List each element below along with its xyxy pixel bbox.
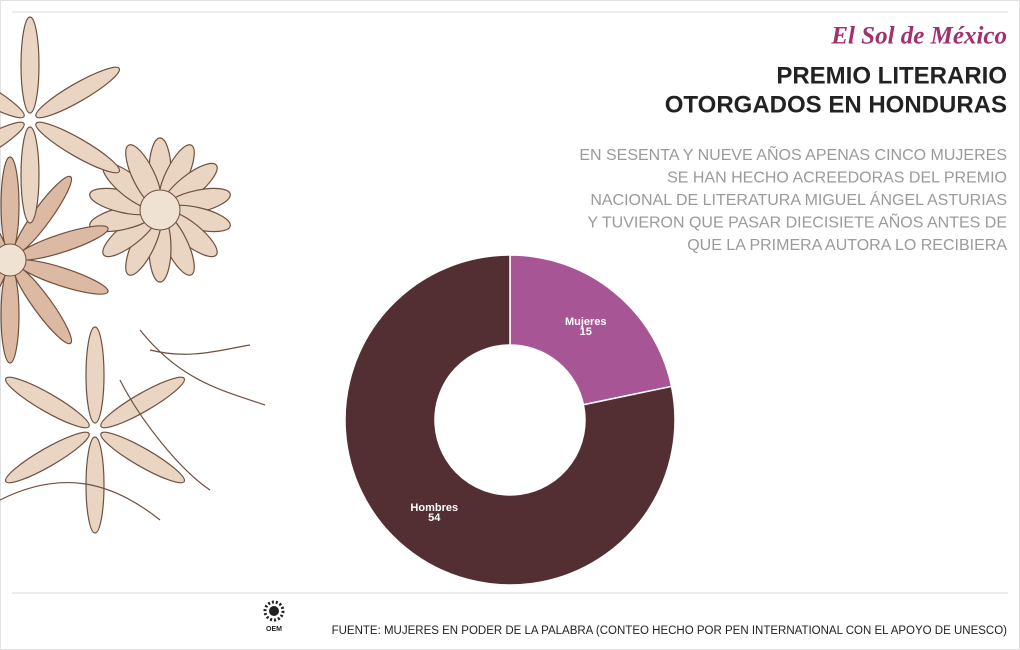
value-label: 54 [428, 512, 441, 524]
brand: El Sol de México [830, 23, 1007, 50]
petal [85, 326, 105, 424]
petal [0, 266, 20, 364]
petal [0, 156, 20, 254]
logo: OEM [263, 600, 285, 633]
subtitle: SE HAN HECHO ACREEDORAS DEL PREMIO [667, 170, 1007, 187]
chart-title: PREMIO LITERARIO [776, 62, 1007, 89]
slice-label: Mujeres [565, 316, 607, 328]
slice [509, 254, 673, 406]
slice [344, 254, 676, 586]
chart-title: OTORGADOS EN HONDURAS [665, 91, 1007, 118]
value-label: 15 [580, 326, 592, 338]
subtitle: NACIONAL DE LITERATURA MIGUEL ÁNGEL ASTU… [590, 190, 1007, 209]
subtitle: QUE LA PRIMERA AUTORA LO RECIBIERA [687, 237, 1007, 254]
source: FUENTE: MUJERES EN PODER DE LA PALABRA (… [332, 625, 1008, 637]
floral-illustration [0, 16, 266, 534]
subtitle: Y TUVIERON QUE PASAR DIECISIETE AÑOS ANT… [587, 212, 1007, 232]
petal [20, 126, 40, 224]
slice-label: Hombres [410, 502, 458, 514]
logo-text: OEM [266, 626, 282, 633]
subtitle: EN SESENTA Y NUEVE AÑOS APENAS CINCO MUJ… [579, 144, 1007, 164]
petal [20, 16, 40, 114]
